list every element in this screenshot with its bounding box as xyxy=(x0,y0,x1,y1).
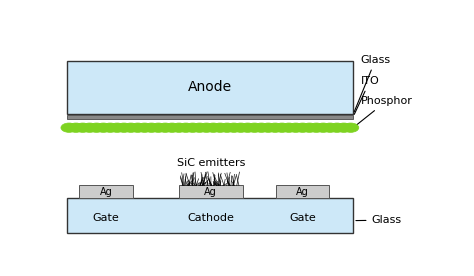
Circle shape xyxy=(150,123,166,132)
Bar xyxy=(66,115,353,119)
Circle shape xyxy=(246,123,263,132)
Text: Ag: Ag xyxy=(296,187,309,197)
Circle shape xyxy=(61,123,77,132)
Circle shape xyxy=(82,123,98,132)
Circle shape xyxy=(219,123,235,132)
Circle shape xyxy=(102,123,118,132)
Circle shape xyxy=(294,123,310,132)
Text: Ag: Ag xyxy=(100,187,112,197)
Circle shape xyxy=(343,123,359,132)
Text: SiC emitters: SiC emitters xyxy=(177,158,245,168)
Circle shape xyxy=(336,123,352,132)
Circle shape xyxy=(198,123,215,132)
Text: Gate: Gate xyxy=(289,213,316,223)
Circle shape xyxy=(143,123,160,132)
Circle shape xyxy=(301,123,318,132)
Circle shape xyxy=(308,123,324,132)
Bar xyxy=(276,185,329,198)
Bar xyxy=(80,185,133,198)
Circle shape xyxy=(123,123,139,132)
Circle shape xyxy=(205,123,221,132)
Circle shape xyxy=(212,123,228,132)
Text: Gate: Gate xyxy=(93,213,119,223)
Circle shape xyxy=(68,123,84,132)
Text: Glass: Glass xyxy=(354,55,391,112)
Text: Ag: Ag xyxy=(204,187,217,197)
Circle shape xyxy=(322,123,338,132)
Circle shape xyxy=(157,123,173,132)
Circle shape xyxy=(178,123,194,132)
Circle shape xyxy=(288,123,304,132)
Text: ITO: ITO xyxy=(354,76,379,114)
Circle shape xyxy=(260,123,276,132)
Bar xyxy=(179,185,243,198)
Bar xyxy=(66,61,353,114)
Circle shape xyxy=(253,123,270,132)
Circle shape xyxy=(137,123,153,132)
Circle shape xyxy=(239,123,256,132)
Circle shape xyxy=(109,123,125,132)
Text: Cathode: Cathode xyxy=(187,213,234,223)
Circle shape xyxy=(130,123,146,132)
Circle shape xyxy=(329,123,345,132)
Circle shape xyxy=(95,123,111,132)
Circle shape xyxy=(315,123,331,132)
Bar xyxy=(66,198,353,233)
Circle shape xyxy=(116,123,132,132)
Circle shape xyxy=(75,123,91,132)
Text: Anode: Anode xyxy=(188,80,232,94)
Circle shape xyxy=(89,123,105,132)
Circle shape xyxy=(164,123,180,132)
Circle shape xyxy=(184,123,201,132)
Text: Glass: Glass xyxy=(356,215,401,225)
Circle shape xyxy=(267,123,283,132)
Circle shape xyxy=(274,123,290,132)
Text: Phosphor: Phosphor xyxy=(356,96,412,126)
Circle shape xyxy=(233,123,249,132)
Circle shape xyxy=(171,123,187,132)
Circle shape xyxy=(281,123,297,132)
Circle shape xyxy=(226,123,242,132)
Circle shape xyxy=(191,123,208,132)
